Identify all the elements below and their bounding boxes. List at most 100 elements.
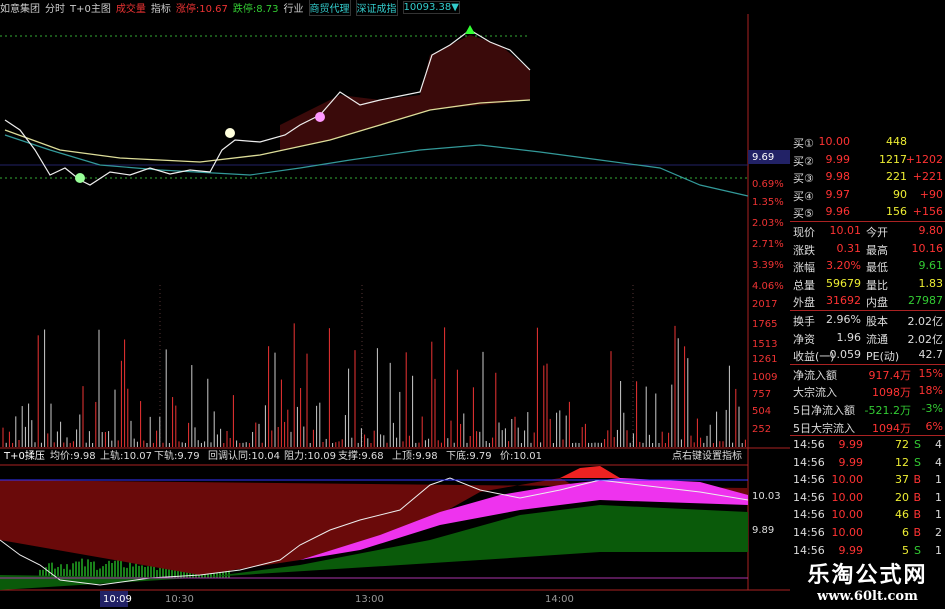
toolbar: 如意集团 分时 T+0主图 成交量 指标 涨停:10.67 跌停:8.73 行业 商贸代理 深证成… [0,0,790,16]
order-change: +156 [912,205,943,219]
volume-axis-label: 1009 [752,372,777,383]
index-line [4,134,749,197]
quote-value: 2.96% [826,312,861,326]
indicator-param: 下底:9.79 [446,449,492,462]
price-axis-label: 3.39% [752,260,784,271]
trade-side: S [914,455,921,469]
indicator-axis-label: 10.03 [752,491,781,502]
trade-side: B [913,473,921,487]
signal-marker [75,173,85,183]
time-axis-label: 10:30 [165,594,194,605]
volume-bars [2,323,746,578]
flow-label: 5日净流入额 [793,403,855,417]
indicator-param: 价:10.01 [500,450,542,462]
quote-value: 2.02亿 [907,314,944,328]
flow-amount: 917.4万 [868,368,912,382]
indicator-param: 上顶:9.98 [392,450,438,462]
price-axis-label: 0.69% [752,179,784,190]
price-axis-label: 1.35% [752,197,784,208]
quote-label: 换手 [793,314,815,328]
quote-label: 股本 [866,314,888,328]
quote-label: 内盘 [866,296,888,310]
indicator-param: T+0揉压 [3,449,45,462]
order-label: 买③ [793,172,814,186]
order-change: +90 [919,187,943,201]
order-price: 9.97 [825,187,851,201]
price-axis-label: 9.69 [752,152,774,163]
toolbar-item: 涨停:10.67 [175,3,228,15]
trade-volume: 12 [895,455,909,469]
trade-count: 1 [935,508,942,522]
panel-row: 净资 1.96 流通 2.02亿 [790,329,945,347]
panel-row: 净流入额 917.4万 15% [790,363,945,383]
order-change: +1202 [905,152,943,166]
toolbar-item: 商贸代理 [308,0,351,16]
trade-count: 1 [935,473,942,487]
trade-price: 10.00 [831,526,864,540]
time-highlight [100,591,128,607]
trade-side: S [914,438,921,452]
panel-row: 14:56 10.00 37 B 1 [790,471,945,489]
order-label: 买② [793,154,814,168]
indicator-param: 上轨:10.07 [100,449,152,462]
panel-row: 大宗流入 1098万 18% [790,382,945,400]
indicator-param: 下轨:9.79 [154,449,200,462]
panel-row: 买⑤ 9.96 156 +156 [790,203,945,221]
price-axis-label: 2.03% [752,218,784,229]
order-label: 买⑤ [793,207,814,221]
trade-volume: 5 [902,543,909,557]
trade-price: 10.00 [831,508,864,522]
panel-row: 买① 10.00 448 [790,133,945,151]
indicator-axis-label: 9.89 [752,525,774,536]
toolbar-item: 深证成指 [355,0,398,16]
time-axis-label: 10:09 [103,594,132,605]
chart-area: 9.69 0.69% 1.35% 2.03% 2.71% 3.39% 4.06% 2017 17… [0,14,790,607]
order-price: 9.98 [825,170,851,184]
flow-amount: 1098万 [872,386,911,400]
quote-label: 最低 [866,261,888,275]
flow-amount: 1094万 [872,421,911,435]
trade-time: 14:56 [793,455,825,469]
order-price: 9.99 [825,152,851,166]
quote-label: 流通 [866,332,888,346]
quote-value: 9.80 [918,223,944,237]
quote-value: 1.96 [836,330,862,344]
time-axis-label: 13:00 [355,594,384,605]
quote-label: 涨幅 [793,261,815,275]
trade-price: 9.99 [838,438,864,452]
average-line [4,99,531,163]
flow-amount: -521.2万 [864,403,911,417]
trade-time: 14:56 [793,543,825,557]
panel-row: 14:56 9.99 5 S 1 [790,542,945,560]
signal-marker [465,25,475,34]
trade-volume: 37 [895,473,909,487]
panel-row: 14:56 10.00 6 B 2 [790,524,945,542]
trade-count: 4 [935,438,942,452]
toolbar-item: 跌停:8.73 [232,3,279,15]
volume-axis-label: 757 [752,389,771,400]
quote-value: 10.16 [911,241,944,255]
panel-row: 外盘 31692 内盘 27987 [790,292,945,310]
panel-row: 总量 59679 量比 1.83 [790,275,945,293]
quote-label: 涨跌 [793,243,815,257]
volume-axis-label: 1513 [752,339,777,350]
quote-label: 最高 [866,243,888,257]
quote-value: 9.61 [918,259,944,273]
trade-volume: 20 [895,490,909,504]
trade-time: 14:56 [793,473,825,487]
order-price: 10.00 [818,135,851,148]
trade-side: S [914,543,921,557]
volume-axis-label: 252 [752,424,771,435]
panel-row: 换手 2.96% 股本 2.02亿 [790,309,945,329]
panel-row: 买② 9.99 1217 +1202 [790,151,945,169]
trade-volume: 46 [895,508,909,522]
panel-row: 14:56 10.00 20 B 1 [790,489,945,507]
trade-side: B [913,526,921,540]
price-axis-label: 4.06% [752,281,784,292]
quote-label: 净资 [793,332,815,346]
indicator-param: 阻力:10.09 [284,449,336,462]
flow-pct: 18% [918,384,943,398]
trade-price: 9.99 [838,543,864,557]
signal-marker [315,112,325,122]
